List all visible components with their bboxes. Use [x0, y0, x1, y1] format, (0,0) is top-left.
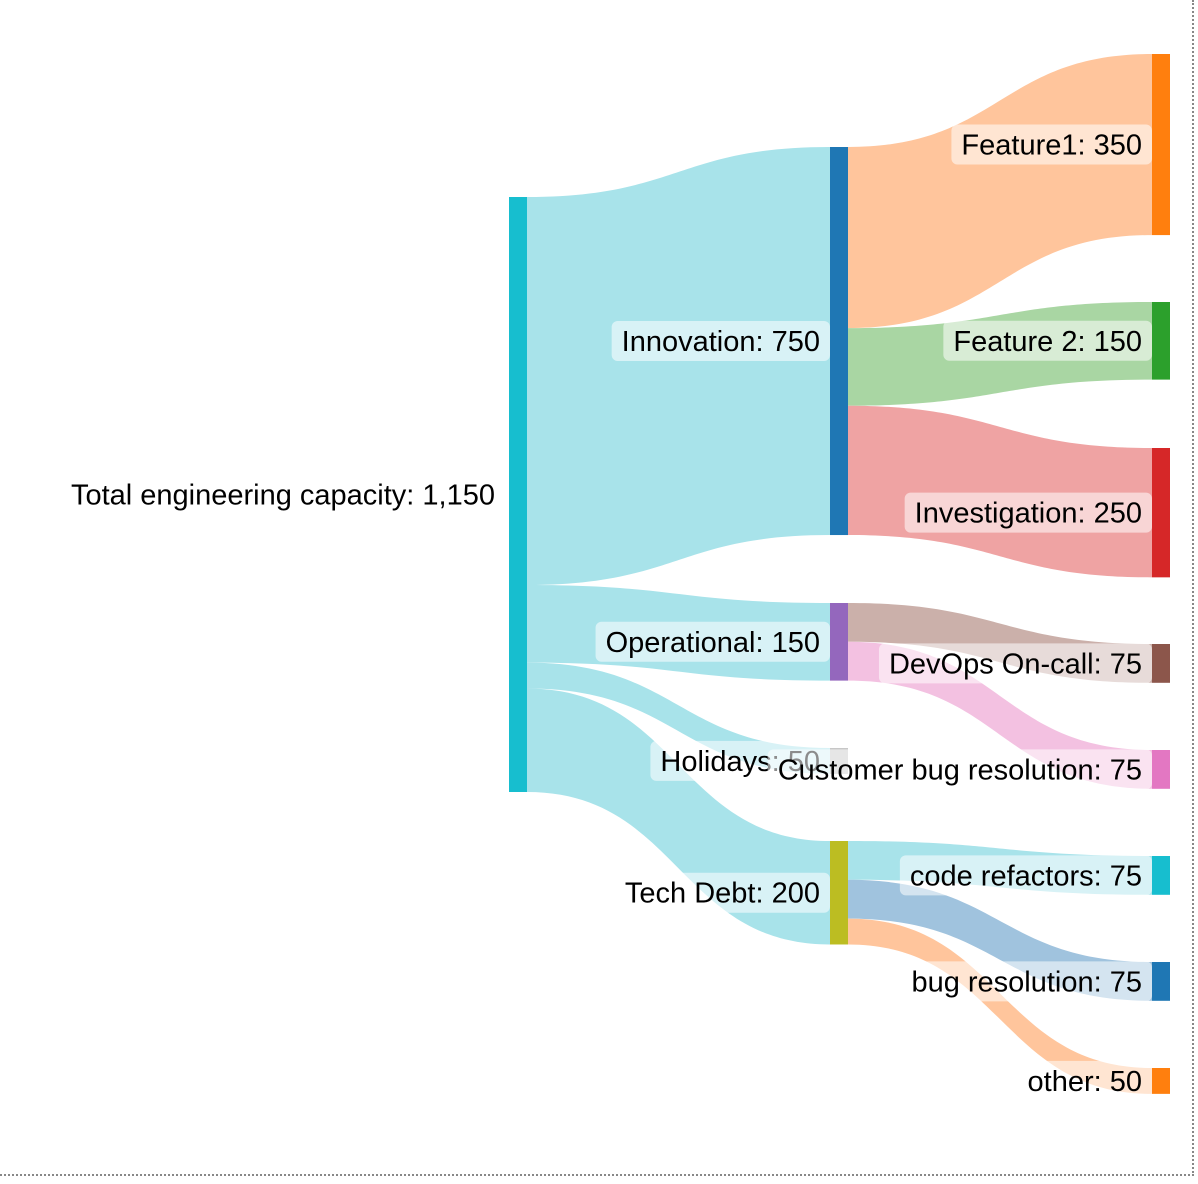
node-label-operational: Operational: 150: [595, 621, 830, 662]
label-text: other: 50: [1028, 1066, 1142, 1098]
node-label-total: Total engineering capacity: 1,150: [71, 480, 495, 512]
label-background: [904, 492, 1152, 533]
node-label-feature2: Feature 2: 150: [943, 320, 1152, 361]
label-background: [767, 749, 1152, 790]
node-operational[interactable]: [830, 603, 848, 681]
node-label-techdebt: Tech Debt: 200: [614, 872, 830, 913]
label-background: [614, 872, 830, 913]
label-background: [1017, 1060, 1152, 1101]
node-feature2[interactable]: [1152, 302, 1170, 380]
nodes-layer: [509, 54, 1170, 1094]
label-text: Operational: 150: [606, 627, 820, 659]
node-bugres[interactable]: [1152, 962, 1170, 1001]
node-innovation[interactable]: [830, 147, 848, 536]
node-label-customerbug: Customer bug resolution: 75: [767, 749, 1152, 790]
label-background: [951, 124, 1152, 165]
label-text: Investigation: 250: [915, 498, 1142, 530]
link-innovation-investigation[interactable]: [848, 405, 1152, 578]
label-text: Innovation: 750: [622, 326, 820, 358]
label-text: code refactors: 75: [910, 860, 1142, 892]
label-background: [595, 621, 830, 662]
node-label-feature1: Feature1: 350: [951, 124, 1152, 165]
label-text: bug resolution: 75: [911, 966, 1142, 998]
node-label-innovation: Innovation: 750: [611, 321, 830, 362]
label-text: Tech Debt: 200: [625, 878, 820, 910]
label-text: Feature1: 350: [961, 130, 1142, 162]
label-text: Total engineering capacity: 1,150: [71, 480, 495, 512]
node-label-other: other: 50: [1017, 1060, 1152, 1101]
label-background: [901, 961, 1152, 1002]
node-investigation[interactable]: [1152, 448, 1170, 578]
node-label-bugres: bug resolution: 75: [901, 961, 1152, 1002]
node-feature1[interactable]: [1152, 54, 1170, 236]
node-techdebt[interactable]: [830, 841, 848, 945]
label-text: DevOps On-call: 75: [889, 648, 1142, 680]
label-background: [943, 320, 1152, 361]
node-label-devops: DevOps On-call: 75: [878, 643, 1152, 684]
node-other[interactable]: [1152, 1068, 1170, 1094]
node-refactors[interactable]: [1152, 856, 1170, 895]
node-label-investigation: Investigation: 250: [904, 492, 1152, 533]
node-customerbug[interactable]: [1152, 750, 1170, 789]
node-total[interactable]: [509, 197, 527, 792]
link-innovation-feature1[interactable]: [848, 54, 1152, 329]
link-total-innovation[interactable]: [527, 147, 830, 586]
node-devops[interactable]: [1152, 644, 1170, 683]
label-background: [878, 643, 1152, 684]
label-background: [899, 855, 1152, 896]
link-techdebt-other[interactable]: [848, 918, 1152, 1094]
label-text: Feature 2: 150: [953, 326, 1142, 358]
label-text: Customer bug resolution: 75: [778, 754, 1142, 786]
node-label-refactors: code refactors: 75: [899, 855, 1152, 896]
labels-layer: Total engineering capacity: 1,150 Innovat…: [71, 124, 1152, 1101]
label-background: [611, 321, 830, 362]
